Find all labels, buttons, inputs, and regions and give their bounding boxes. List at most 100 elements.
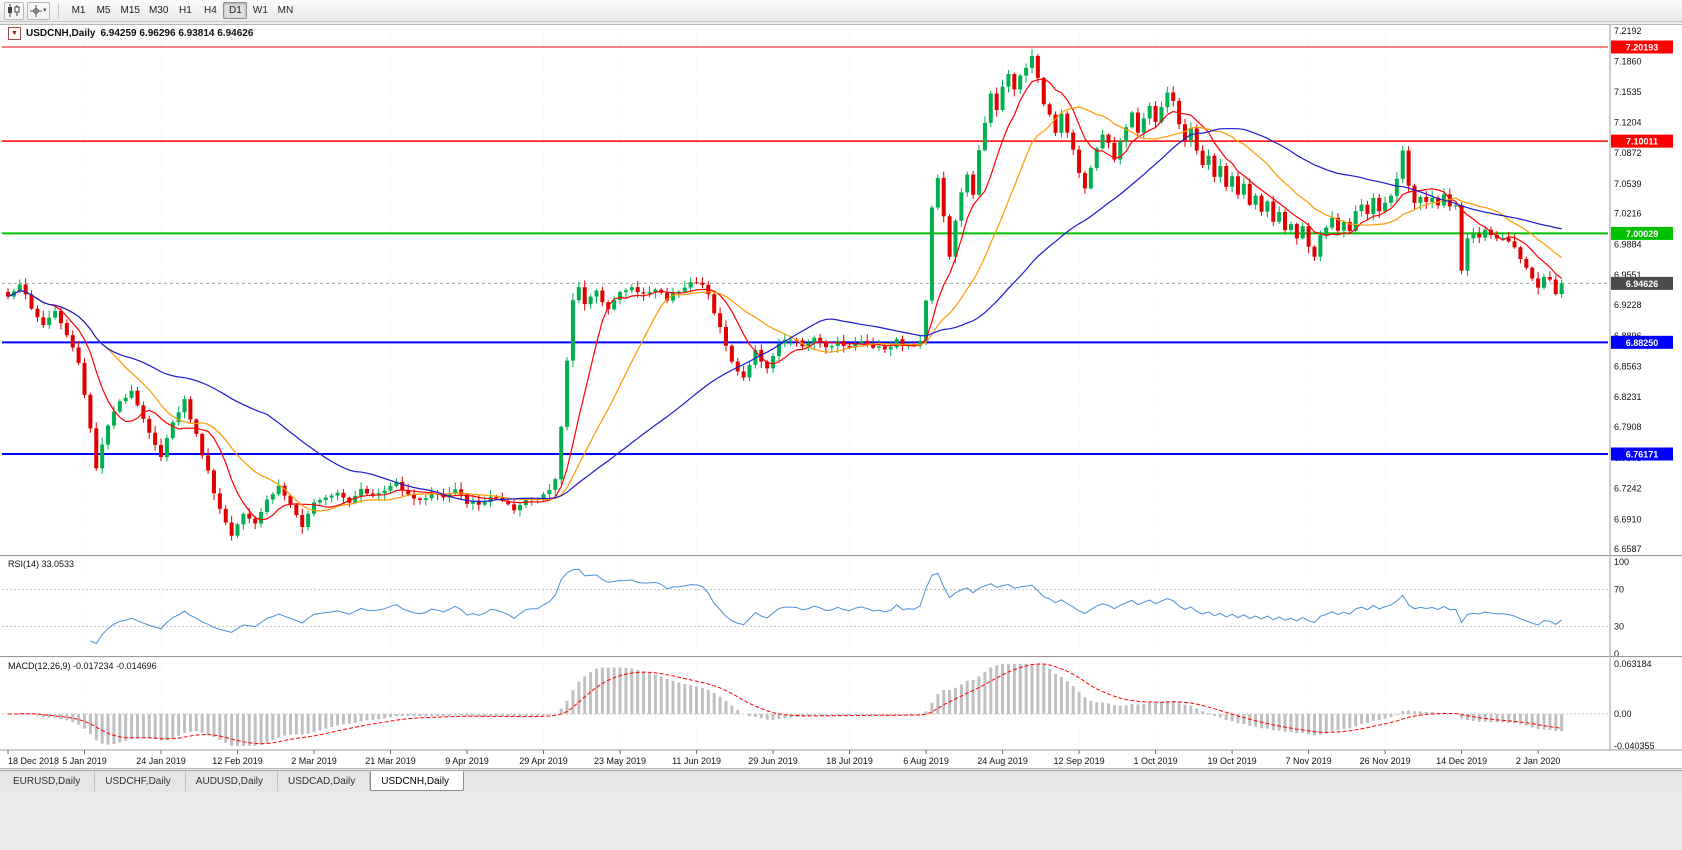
price-axis-label: 6.6910 xyxy=(1614,514,1642,524)
time-axis-label: 24 Aug 2019 xyxy=(977,756,1028,766)
timeframe-button-w1[interactable]: W1 xyxy=(252,5,268,16)
price-tag xyxy=(1611,447,1673,461)
price-axis-label: 6.9884 xyxy=(1614,239,1642,249)
time-axis-label: 19 Oct 2019 xyxy=(1208,756,1257,766)
cursor-mode-button[interactable]: ▾ xyxy=(27,1,50,20)
grid-lines xyxy=(7,26,1539,750)
macd-label: MACD(12,26,9) -0.017234 -0.014696 xyxy=(6,661,159,671)
time-axis-label: 29 Jun 2019 xyxy=(748,756,798,766)
chart-ohlc-values: 6.94259 6.96296 6.93814 6.94626 xyxy=(100,28,254,39)
price-axis-label: 7.0539 xyxy=(1614,179,1642,189)
price-axis-label: 6.6587 xyxy=(1614,544,1642,554)
rsi-axis-label: 0 xyxy=(1614,649,1619,659)
macd-signal-line[interactable] xyxy=(7,663,1562,745)
price-tag xyxy=(1611,134,1673,148)
price-tag xyxy=(1611,40,1673,54)
time-axis-label: 23 May 2019 xyxy=(594,756,646,766)
macd-axis-label: -0.040355 xyxy=(1614,741,1655,751)
price-tag-label: 7.10011 xyxy=(1626,137,1658,147)
time-axis-label: 12 Feb 2019 xyxy=(212,756,263,766)
price-axis-label: 6.7242 xyxy=(1614,484,1642,494)
time-axis-label: 18 Dec 2018 xyxy=(8,756,59,766)
macd-axis-label: 0.00 xyxy=(1614,709,1632,719)
price-tag xyxy=(1611,335,1673,349)
chart-tab-usdcad[interactable]: USDCAD,Daily xyxy=(278,771,371,791)
price-axis-label: 6.7908 xyxy=(1614,422,1642,432)
price-tag xyxy=(1611,226,1673,240)
price-axis-label: 6.8563 xyxy=(1614,362,1642,372)
dropdown-caret-icon: ▾ xyxy=(43,7,47,14)
price-axis-label: 7.1860 xyxy=(1614,57,1642,67)
candlestick-series xyxy=(6,49,1564,541)
chart-background xyxy=(0,24,1682,769)
price-axis-label: 7.0872 xyxy=(1614,148,1642,158)
time-axis-label: 2 Jan 2020 xyxy=(1516,756,1561,766)
timeframe-button-m30[interactable]: M30 xyxy=(148,5,169,16)
price-axis-label: 7.0216 xyxy=(1614,209,1642,219)
chart-type-button[interactable] xyxy=(4,1,24,20)
chart-symbol: USDCNH,Daily xyxy=(26,28,96,39)
rsi-axis-label: 70 xyxy=(1614,585,1624,595)
chart-menu-triangle-icon[interactable]: ▼ xyxy=(8,27,21,40)
chart-tabs: EURUSD,Daily USDCHF,Daily AUDUSD,Daily USDC… xyxy=(0,770,1682,792)
time-axis-label: 18 Jul 2019 xyxy=(826,756,873,766)
rsi-axis-label: 100 xyxy=(1614,557,1629,567)
price-axis-label: 6.9551 xyxy=(1614,270,1642,280)
time-axis-label: 5 Jan 2019 xyxy=(62,756,107,766)
time-axis-label: 2 Mar 2019 xyxy=(291,756,337,766)
panel-separator-macd[interactable] xyxy=(0,656,1682,658)
chart-tab-usdcnh[interactable]: USDCNH,Daily xyxy=(370,771,465,791)
price-chart[interactable]: 7.2192 7.1860 7.1535 7.1204 7.0872 7.0539 7.02… xyxy=(0,24,1682,769)
timeframe-button-m15[interactable]: M15 xyxy=(120,5,140,16)
time-axis-label: 7 Nov 2019 xyxy=(1286,756,1332,766)
timeframe-button-mn[interactable]: MN xyxy=(277,5,294,16)
price-tag-label: 6.88250 xyxy=(1626,338,1659,348)
chart-tab-usdchf[interactable]: USDCHF,Daily xyxy=(95,771,186,791)
macd-histogram xyxy=(12,664,1564,746)
time-axis-label: 11 Jun 2019 xyxy=(672,756,721,766)
price-axis-label: 6.8231 xyxy=(1614,392,1642,402)
time-axis-label: 24 Jan 2019 xyxy=(136,756,186,766)
price-tag-label: 7.00029 xyxy=(1626,229,1659,239)
time-axis-label: 6 Aug 2019 xyxy=(903,756,949,766)
time-axis-label: 9 Apr 2019 xyxy=(445,756,489,766)
timeframe-button-m1[interactable]: M1 xyxy=(71,5,86,16)
ma-line-45[interactable] xyxy=(7,128,1562,502)
time-axis-label: 21 Mar 2019 xyxy=(365,756,416,766)
timeframe-button-h1[interactable]: H1 xyxy=(179,5,192,16)
price-axis-label: 6.8896 xyxy=(1614,331,1642,341)
rsi-axis-label: 30 xyxy=(1614,621,1624,631)
timeframe-button-h4[interactable]: H4 xyxy=(204,5,217,16)
price-tag-label: 6.76171 xyxy=(1626,449,1659,459)
time-axis-label: 12 Sep 2019 xyxy=(1054,756,1105,766)
time-axis-label: 1 Oct 2019 xyxy=(1134,756,1178,766)
timeframe-group: M1 M5 M15 M30 H1 H4 D1 W1 MN xyxy=(67,2,298,19)
time-axis-label: 29 Apr 2019 xyxy=(519,756,568,766)
price-tag xyxy=(1611,276,1673,290)
chart-tab-eurusd[interactable]: EURUSD,Daily xyxy=(3,771,96,791)
price-axis-label: 7.1204 xyxy=(1614,117,1642,127)
price-tag-label: 6.94626 xyxy=(1626,279,1659,289)
toolbar-separator xyxy=(57,3,59,18)
price-tag-label: 7.20193 xyxy=(1626,43,1659,53)
time-axis-label: 14 Dec 2019 xyxy=(1436,756,1487,766)
chart-title: ▼ USDCNH,Daily 6.94259 6.96296 6.93814 6… xyxy=(5,27,257,40)
ma-line-18[interactable] xyxy=(7,106,1562,512)
top-toolbar: ▾ M1 M5 M15 M30 H1 H4 D1 W1 MN xyxy=(0,0,1682,22)
rsi-label: RSI(14) 33.0533 xyxy=(6,559,77,569)
chart-tab-audusd[interactable]: AUDUSD,Daily xyxy=(186,771,279,791)
status-area xyxy=(0,792,1682,850)
price-axis-label: 7.1535 xyxy=(1614,87,1642,97)
chart-window: 7.2192 7.1860 7.1535 7.1204 7.0872 7.0539 7.02… xyxy=(0,24,1682,769)
time-axis[interactable]: 18 Dec 2018 5 Jan 2019 24 Jan 2019 12 Feb 2… xyxy=(7,750,1561,766)
crosshair-icon xyxy=(30,4,42,17)
price-axis-label: 7.2192 xyxy=(1614,26,1642,36)
rsi-line[interactable] xyxy=(90,568,1562,645)
panel-separator-rsi[interactable] xyxy=(0,555,1682,557)
ma-line-8[interactable] xyxy=(7,78,1563,521)
macd-axis-label: 0.063184 xyxy=(1614,659,1652,669)
candlestick-chart-icon xyxy=(8,4,20,17)
time-axis-label: 26 Nov 2019 xyxy=(1360,756,1411,766)
timeframe-button-d1[interactable]: D1 xyxy=(223,2,248,19)
timeframe-button-m5[interactable]: M5 xyxy=(96,5,111,16)
